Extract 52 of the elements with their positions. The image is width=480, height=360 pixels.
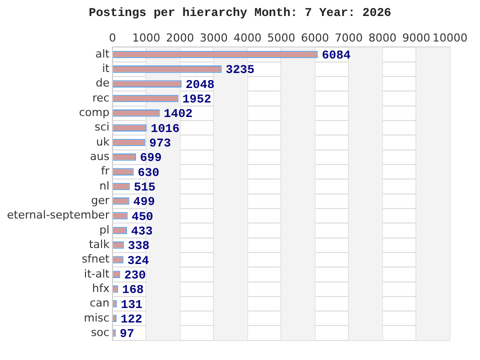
data-label: 338 — [128, 239, 150, 254]
x-tick-label: 5000 — [267, 31, 296, 44]
data-label: 2048 — [186, 78, 214, 92]
x-tick-label: 1000 — [132, 31, 160, 44]
y-tick-label: aus — [90, 150, 110, 164]
y-tick-label: ger — [91, 194, 110, 207]
y-tick-label: can — [90, 296, 110, 310]
y-tick-label: alt — [95, 47, 110, 60]
y-tick-label: sci — [94, 120, 110, 134]
data-label: 973 — [149, 136, 171, 151]
data-label: 1402 — [164, 107, 193, 122]
data-label: 515 — [134, 180, 156, 194]
x-tick-label: 0 — [108, 31, 116, 44]
x-tick-label: 8000 — [368, 31, 396, 44]
data-label: 122 — [120, 312, 142, 326]
data-label: 324 — [127, 254, 150, 268]
data-label: 6084 — [322, 48, 351, 63]
y-tick-label: misc — [84, 311, 110, 324]
x-tick-label: 6000 — [300, 31, 329, 44]
data-label: 699 — [140, 151, 162, 166]
data-label: 131 — [120, 298, 142, 312]
y-tick-label: rec — [92, 91, 110, 104]
x-tick-label: 10000 — [432, 31, 468, 44]
y-tick-label: pl — [99, 223, 110, 236]
data-label: 499 — [133, 195, 155, 210]
y-tick-label: comp — [78, 106, 110, 120]
x-tick-label: 4000 — [233, 31, 262, 44]
y-tick-label: de — [96, 76, 110, 90]
data-label: 3235 — [226, 63, 254, 78]
data-label: 230 — [124, 268, 146, 282]
data-label: 168 — [122, 283, 144, 298]
y-tick-label: it — [102, 62, 110, 76]
data-label: 1016 — [150, 122, 180, 136]
data-label: 1952 — [182, 92, 212, 107]
y-tick-label: nl — [99, 179, 110, 192]
chart-title: Postings per hierarchy Month: 7 Year: 2026 — [88, 6, 392, 20]
data-label: 450 — [132, 210, 154, 224]
y-tick-label: eternal-september — [6, 208, 110, 222]
data-label: 97 — [120, 327, 134, 342]
y-tick-label: fr — [101, 164, 110, 178]
x-tick-label: 3000 — [200, 31, 228, 44]
y-tick-label: hfx — [92, 282, 110, 295]
y-tick-label: soc — [90, 326, 110, 339]
x-tick-label: 7000 — [334, 31, 363, 44]
y-tick-label: uk — [96, 135, 110, 148]
data-label: 630 — [138, 166, 160, 180]
y-tick-label: talk — [88, 238, 110, 251]
data-label: 433 — [131, 224, 153, 238]
y-tick-label: it-alt — [84, 267, 110, 280]
x-tick-label: 2000 — [166, 31, 194, 44]
y-tick-label: sfnet — [82, 252, 110, 266]
x-tick-label: 9000 — [402, 31, 430, 44]
